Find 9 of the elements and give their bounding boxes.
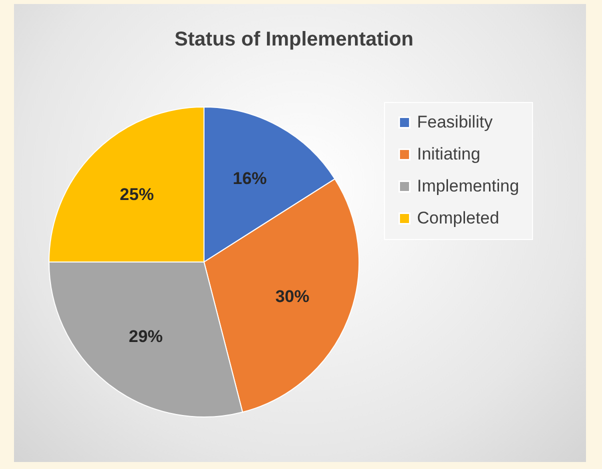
chart-title: Status of Implementation — [174, 28, 414, 50]
legend-label: Completed — [417, 208, 500, 228]
data-label: 30% — [275, 286, 310, 306]
data-label: 16% — [232, 168, 267, 188]
legend-label: Implementing — [417, 176, 520, 196]
data-label: 25% — [120, 184, 154, 204]
legend-label: Feasibility — [417, 112, 494, 132]
data-label: 29% — [128, 327, 163, 346]
legend-label: Initiating — [417, 144, 480, 164]
